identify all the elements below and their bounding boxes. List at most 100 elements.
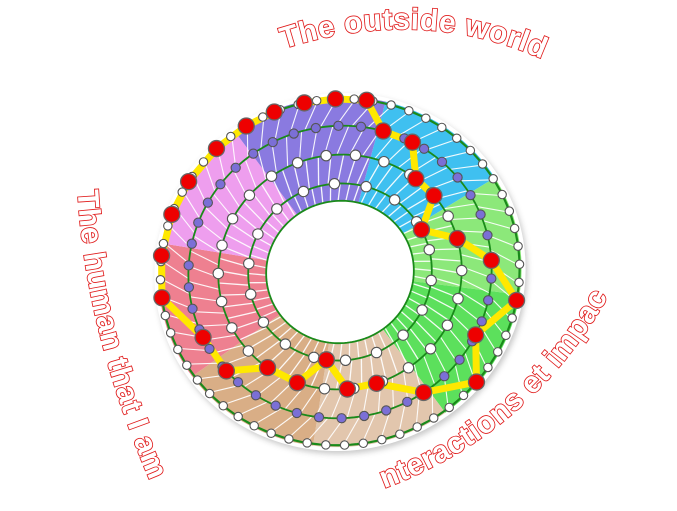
graph-node[interactable] xyxy=(402,396,413,407)
graph-node[interactable] xyxy=(349,149,362,162)
highlight-node[interactable] xyxy=(258,359,277,377)
graph-node[interactable] xyxy=(318,382,331,395)
graph-node[interactable] xyxy=(291,407,302,419)
graph-node[interactable] xyxy=(504,206,515,216)
graph-node[interactable] xyxy=(226,322,238,334)
graph-node[interactable] xyxy=(308,351,320,364)
highlight-node[interactable] xyxy=(317,351,336,369)
graph-node[interactable] xyxy=(320,149,332,162)
graph-node[interactable] xyxy=(513,241,523,251)
graph-node[interactable] xyxy=(266,428,276,438)
highlight-node[interactable] xyxy=(295,94,313,112)
graph-node[interactable] xyxy=(349,94,359,104)
graph-node[interactable] xyxy=(204,343,215,355)
graph-node[interactable] xyxy=(310,122,321,134)
graph-node[interactable] xyxy=(493,347,503,357)
graph-node[interactable] xyxy=(412,422,422,432)
graph-node[interactable] xyxy=(451,133,462,143)
graph-node[interactable] xyxy=(250,390,262,401)
highlight-node[interactable] xyxy=(207,139,226,158)
highlight-node[interactable] xyxy=(179,172,198,191)
highlight-node[interactable] xyxy=(507,291,526,310)
graph-node[interactable] xyxy=(458,390,469,401)
graph-node[interactable] xyxy=(321,440,331,450)
graph-node[interactable] xyxy=(336,413,347,424)
highlight-node[interactable] xyxy=(338,380,357,398)
graph-node[interactable] xyxy=(226,212,239,225)
graph-node[interactable] xyxy=(193,217,204,228)
highlight-node[interactable] xyxy=(374,122,392,140)
graph-node[interactable] xyxy=(248,148,259,159)
graph-node[interactable] xyxy=(215,295,228,308)
graph-node[interactable] xyxy=(441,319,454,332)
graph-node[interactable] xyxy=(397,329,409,341)
graph-node[interactable] xyxy=(497,189,507,200)
graph-node[interactable] xyxy=(192,375,203,385)
graph-node[interactable] xyxy=(270,400,281,411)
graph-node[interactable] xyxy=(183,260,194,271)
graph-node[interactable] xyxy=(501,330,511,341)
graph-node[interactable] xyxy=(216,239,228,252)
graph-node[interactable] xyxy=(313,412,325,423)
graph-node[interactable] xyxy=(477,159,488,169)
graph-node[interactable] xyxy=(483,295,494,306)
graph-node[interactable] xyxy=(421,113,431,124)
highlight-node[interactable] xyxy=(194,328,212,347)
graph-node[interactable] xyxy=(425,274,437,287)
graph-node[interactable] xyxy=(442,210,454,222)
graph-node[interactable] xyxy=(339,440,350,450)
highlight-node[interactable] xyxy=(326,90,345,108)
graph-node[interactable] xyxy=(514,277,524,288)
graph-node[interactable] xyxy=(359,410,370,422)
graph-node[interactable] xyxy=(288,128,299,139)
highlight-node[interactable] xyxy=(153,289,171,307)
graph-node[interactable] xyxy=(370,346,383,359)
highlight-node[interactable] xyxy=(414,383,433,402)
graph-node[interactable] xyxy=(509,223,520,234)
highlight-node[interactable] xyxy=(217,362,236,380)
graph-node[interactable] xyxy=(226,131,236,142)
highlight-node[interactable] xyxy=(288,374,306,392)
highlight-node[interactable] xyxy=(237,117,255,135)
graph-node[interactable] xyxy=(215,179,226,190)
graph-node[interactable] xyxy=(158,238,169,249)
graph-node[interactable] xyxy=(291,157,304,169)
highlight-node[interactable] xyxy=(482,251,501,270)
graph-node[interactable] xyxy=(182,360,192,370)
graph-node[interactable] xyxy=(328,177,341,190)
graph-node[interactable] xyxy=(279,338,292,350)
graph-node[interactable] xyxy=(173,344,183,355)
graph-node[interactable] xyxy=(183,282,195,293)
highlight-node[interactable] xyxy=(467,326,485,344)
graph-node[interactable] xyxy=(242,345,255,357)
highlight-node[interactable] xyxy=(358,91,376,109)
graph-node[interactable] xyxy=(378,155,390,168)
graph-node[interactable] xyxy=(186,238,197,249)
graph-node[interactable] xyxy=(381,405,392,416)
graph-node[interactable] xyxy=(311,95,322,106)
graph-node[interactable] xyxy=(465,189,476,201)
graph-node[interactable] xyxy=(252,228,264,240)
graph-node[interactable] xyxy=(436,156,448,168)
graph-node[interactable] xyxy=(271,203,283,215)
graph-node[interactable] xyxy=(416,304,428,316)
highlight-node[interactable] xyxy=(467,373,486,391)
graph-node[interactable] xyxy=(204,388,215,399)
graph-node[interactable] xyxy=(377,434,387,445)
graph-node[interactable] xyxy=(454,354,465,365)
graph-node[interactable] xyxy=(265,170,278,182)
highlight-node[interactable] xyxy=(403,133,422,151)
highlight-node[interactable] xyxy=(425,187,443,205)
graph-node[interactable] xyxy=(155,274,166,285)
graph-node[interactable] xyxy=(483,362,493,373)
graph-node[interactable] xyxy=(476,316,487,327)
graph-node[interactable] xyxy=(455,264,468,277)
graph-node[interactable] xyxy=(160,310,171,321)
graph-node[interactable] xyxy=(514,259,525,270)
highlight-node[interactable] xyxy=(163,205,181,223)
graph-node[interactable] xyxy=(198,157,209,167)
graph-node[interactable] xyxy=(257,316,270,328)
highlight-node[interactable] xyxy=(265,103,283,121)
graph-node[interactable] xyxy=(339,354,352,367)
graph-node[interactable] xyxy=(482,230,493,241)
